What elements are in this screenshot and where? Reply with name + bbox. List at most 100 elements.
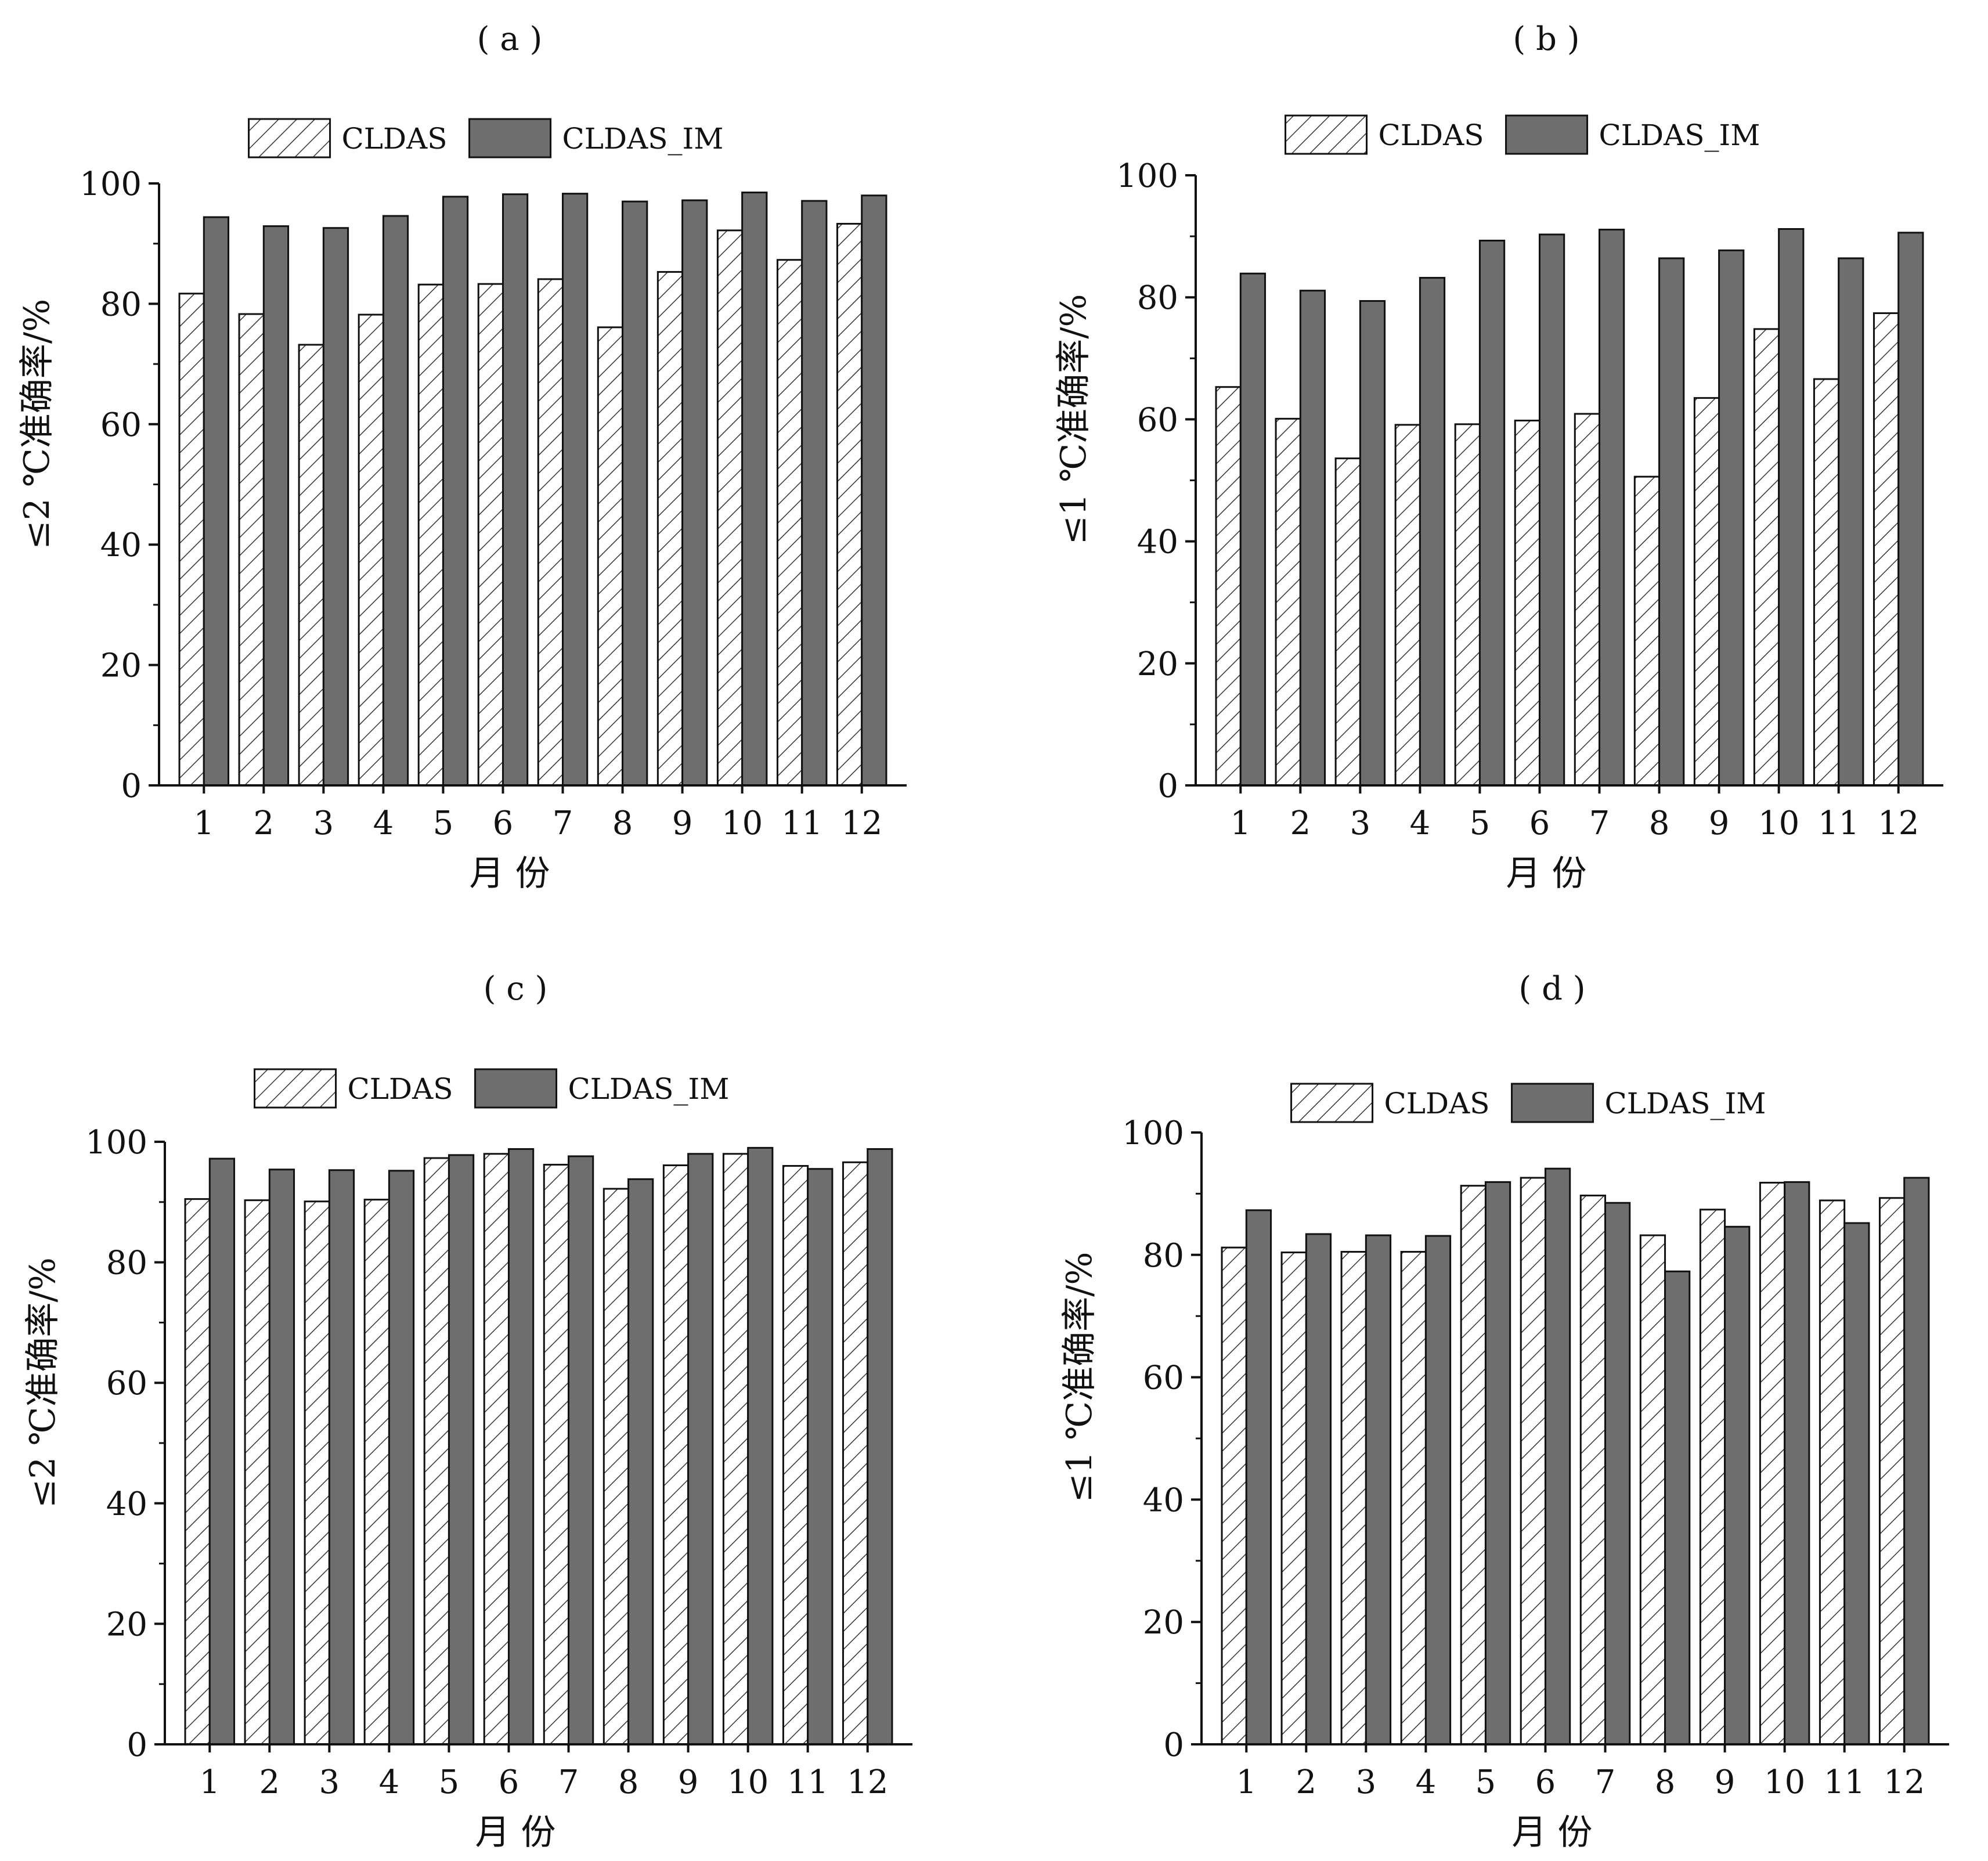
y-axis-title: ≤1 ℃准确率/% [1059, 1252, 1100, 1503]
legend-swatch-cldas [254, 1068, 337, 1109]
bar-cldas-7 [1579, 1195, 1607, 1745]
bar-cldas-im-9 [687, 1153, 714, 1745]
bar-cldas-im-3 [1359, 300, 1386, 787]
bar-cldas-5 [423, 1157, 450, 1745]
bar-cldas-im-9 [1724, 1225, 1751, 1745]
bar-cldas-im-1 [208, 1157, 236, 1745]
y-tick-label: 100 [80, 165, 142, 203]
panel-label: ( a ) [477, 20, 543, 58]
y-tick-label: 0 [127, 1726, 147, 1764]
bar-cldas-2 [238, 313, 265, 787]
x-tick-label: 8 [1655, 1763, 1676, 1801]
bar-cldas-im-11 [807, 1168, 834, 1745]
bar-cldas-im-5 [442, 196, 469, 787]
y-tick-label: 20 [106, 1606, 147, 1643]
x-tick-label: 11 [787, 1763, 828, 1801]
y-tick-label: 20 [1137, 645, 1178, 683]
y-tick-label: 40 [106, 1485, 147, 1523]
y-tick-label: 60 [100, 406, 142, 444]
bar-cldas-im-3 [1365, 1234, 1392, 1745]
bar-cldas-im-9 [1718, 249, 1745, 787]
x-tick-label: 10 [1764, 1763, 1805, 1801]
x-tick-label: 9 [1709, 805, 1730, 842]
x-axis-title: 月 份 [1506, 853, 1586, 894]
y-tick-label: 100 [85, 1124, 147, 1162]
x-axis-title: 月 份 [475, 1812, 555, 1853]
x-tick-label: 7 [558, 1763, 579, 1801]
y-tick-label: 60 [106, 1365, 147, 1402]
x-tick-label: 1 [1230, 805, 1251, 842]
bar-cldas-1 [178, 293, 205, 787]
bar-cldas-7 [543, 1163, 570, 1745]
legend-swatch-cldas [1290, 1083, 1374, 1123]
panel-label: ( d ) [1518, 970, 1585, 1008]
bar-cldas-9 [656, 271, 684, 787]
x-tick-label: 6 [1529, 805, 1550, 842]
bar-cldas-im-10 [747, 1146, 774, 1745]
bar-cldas-4 [1400, 1251, 1427, 1745]
y-axis-title: ≤2 ℃准确率/% [17, 299, 57, 550]
bar-cldas-im-6 [501, 193, 529, 787]
bar-cldas-3 [1340, 1251, 1367, 1745]
bar-cldas-7 [1574, 413, 1601, 787]
bar-cldas-10 [716, 229, 744, 787]
y-tick-label: 40 [1143, 1481, 1184, 1519]
bar-cldas-12 [1872, 312, 1900, 787]
bar-cldas-2 [244, 1199, 270, 1745]
bar-cldas-2 [1280, 1252, 1307, 1745]
bar-cldas-im-12 [861, 194, 887, 787]
x-tick-label: 5 [433, 805, 454, 842]
bar-cldas-5 [417, 283, 444, 787]
x-tick-label: 12 [1878, 805, 1919, 842]
bar-cldas-4 [363, 1199, 390, 1745]
legend-swatch-cldas [248, 118, 331, 158]
y-axis-title: ≤1 ℃准确率/% [1053, 294, 1094, 544]
bar-cldas-im-12 [1903, 1177, 1930, 1745]
bar-cldas-im-7 [1599, 229, 1625, 787]
x-tick-label: 10 [721, 805, 763, 842]
bar-cldas-11 [1813, 378, 1840, 787]
legend-swatch-cldas-im [474, 1068, 558, 1109]
bar-cldas-im-4 [382, 215, 409, 787]
bar-cldas-im-2 [268, 1168, 295, 1745]
bar-cldas-im-1 [203, 216, 230, 787]
bar-cldas-im-10 [1784, 1181, 1810, 1745]
x-tick-label: 11 [1818, 805, 1859, 842]
x-tick-label: 12 [847, 1763, 888, 1801]
bar-cldas-11 [1819, 1199, 1846, 1745]
x-tick-label: 8 [1649, 805, 1670, 842]
bar-cldas-im-12 [1897, 232, 1924, 787]
bar-cldas-im-3 [328, 1169, 355, 1745]
bar-cldas-6 [1520, 1177, 1546, 1745]
bar-cldas-im-8 [622, 200, 648, 787]
bar-cldas-im-6 [1544, 1167, 1571, 1745]
bar-cldas-im-11 [1838, 257, 1864, 787]
panel-label: ( b ) [1513, 20, 1579, 58]
panel-label: ( c ) [484, 970, 548, 1008]
x-tick-label: 6 [1535, 1763, 1556, 1801]
y-tick-label: 80 [1143, 1237, 1184, 1275]
bar-cldas-8 [1633, 475, 1661, 787]
x-tick-label: 11 [781, 805, 822, 842]
bar-cldas-8 [597, 326, 624, 787]
y-tick-label: 0 [1163, 1726, 1184, 1764]
legend-label-cldas-im: CLDAS_IM [1599, 118, 1760, 152]
x-tick-label: 8 [612, 805, 633, 842]
bar-cldas-12 [836, 222, 863, 787]
x-tick-label: 7 [553, 805, 573, 842]
bar-cldas-6 [483, 1153, 510, 1745]
y-tick-label: 20 [1143, 1604, 1184, 1642]
bar-cldas-im-10 [1778, 228, 1805, 787]
x-tick-label: 8 [618, 1763, 639, 1801]
bar-cldas-im-4 [1424, 1235, 1452, 1745]
bar-cldas-im-9 [681, 199, 708, 787]
bar-cldas-1 [1221, 1246, 1247, 1745]
bar-cldas-10 [1753, 328, 1780, 787]
y-tick-label: 0 [1157, 767, 1178, 805]
bar-cldas-7 [537, 278, 564, 787]
x-tick-label: 11 [1824, 1763, 1865, 1801]
